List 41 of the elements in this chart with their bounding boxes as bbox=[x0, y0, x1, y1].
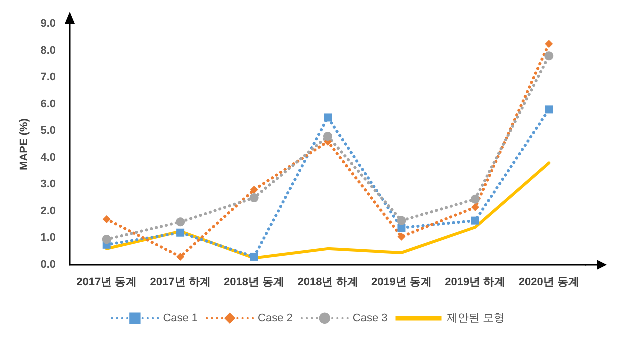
point bbox=[102, 215, 111, 224]
y-tick-label: 6.0 bbox=[40, 98, 56, 110]
y-tick-label: 1.0 bbox=[40, 232, 56, 244]
y-axis-title: MAPE (%) bbox=[18, 118, 30, 170]
x-tick-label: 2019년 하계 bbox=[445, 276, 506, 288]
point bbox=[176, 228, 185, 237]
point bbox=[250, 186, 258, 194]
point bbox=[471, 216, 480, 225]
y-tick-label: 7.0 bbox=[40, 72, 56, 84]
point bbox=[398, 232, 406, 241]
x-tick-label: 2019년 동계 bbox=[371, 276, 432, 288]
x-tick-label: 2018년 하계 bbox=[298, 276, 358, 288]
point bbox=[545, 40, 554, 48]
x-tick-label: 2017년 하계 bbox=[150, 276, 211, 288]
y-tick-label: 2.0 bbox=[40, 205, 56, 218]
y-tick-label: 0.0 bbox=[40, 259, 56, 271]
point bbox=[324, 114, 332, 122]
point bbox=[545, 106, 554, 114]
y-tick-label: 4.0 bbox=[40, 152, 56, 164]
y-tick-label: 9.0 bbox=[40, 18, 56, 30]
legend-label: 제안된 모형 bbox=[446, 312, 505, 324]
y-tick-label: 5.0 bbox=[40, 125, 56, 138]
point bbox=[176, 252, 185, 261]
point bbox=[544, 52, 554, 61]
point bbox=[324, 132, 332, 141]
point bbox=[397, 216, 406, 226]
point bbox=[250, 252, 258, 261]
point bbox=[471, 203, 480, 212]
point bbox=[470, 194, 480, 204]
x-tick-label: 2017년 동계 bbox=[76, 276, 138, 288]
point bbox=[102, 235, 112, 244]
y-tick-label: 8.0 bbox=[40, 44, 56, 57]
legend-label: Case 1 bbox=[163, 312, 198, 324]
point bbox=[398, 224, 406, 232]
x-tick-label: 2018년 동계 bbox=[224, 276, 285, 288]
point bbox=[250, 194, 259, 203]
point bbox=[176, 218, 186, 227]
x-tick-label: 2020년 동계 bbox=[518, 276, 580, 288]
legend-label: Case 2 bbox=[258, 312, 293, 324]
legend-label: Case 3 bbox=[352, 312, 388, 324]
y-tick-label: 3.0 bbox=[40, 178, 56, 191]
